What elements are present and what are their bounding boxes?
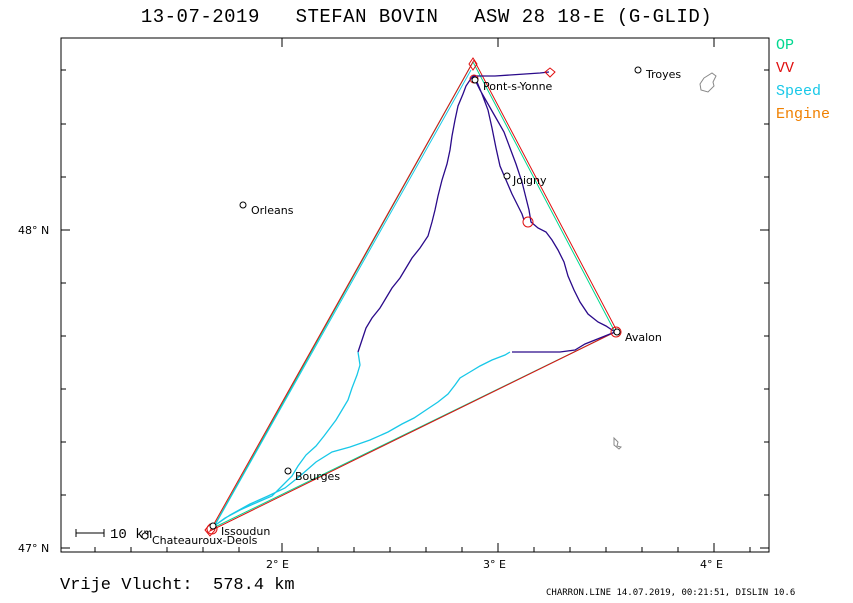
lake-outline bbox=[699, 72, 717, 93]
place-label-avalon: Avalon bbox=[625, 331, 662, 344]
legend-item-vv: VV bbox=[776, 60, 795, 77]
lon-label-3: 3° E bbox=[483, 558, 506, 571]
vv-task-triangle bbox=[208, 58, 618, 533]
map-title: 13-07-2019 STEFAN BOVIN ASW 28 18-E (G-G… bbox=[140, 6, 713, 28]
op-task-triangle bbox=[211, 60, 616, 530]
place-marker-orleans bbox=[239, 201, 247, 209]
speed-leg-line bbox=[213, 69, 472, 528]
lon-label-4: 4° E bbox=[700, 558, 723, 571]
legend: OP VV Speed Engine bbox=[776, 34, 830, 126]
legend-item-speed: Speed bbox=[776, 83, 822, 100]
places-layer: Troyes Pont-s-Yonne Joigny Orleans Avalo… bbox=[141, 66, 681, 547]
place-label-bourges: Bourges bbox=[295, 470, 340, 483]
place-marker-chateauroux bbox=[141, 532, 149, 540]
place-marker-joigny bbox=[503, 172, 511, 180]
scale-bar: 10 km bbox=[75, 527, 152, 543]
lon-label-2: 2° E bbox=[266, 558, 289, 571]
place-marker-avalon bbox=[613, 328, 621, 336]
turnpoint-circle-avalon bbox=[610, 326, 622, 338]
place-label-pont: Pont-s-Yonne bbox=[483, 80, 553, 93]
turnpoint-markers bbox=[204, 57, 622, 537]
legend-item-engine: Engine bbox=[776, 106, 831, 123]
turnpoint-diamond-east bbox=[544, 67, 556, 78]
place-marker-issoudun bbox=[209, 522, 217, 530]
place-label-troyes: Troyes bbox=[645, 68, 681, 81]
turnpoint-circle-joigny-south bbox=[522, 216, 534, 228]
place-label-orleans: Orleans bbox=[251, 204, 294, 217]
place-marker-troyes bbox=[634, 66, 642, 74]
place-label-chateauroux: Chateauroux-Deols bbox=[152, 534, 258, 547]
lat-label-48: 48° N bbox=[18, 224, 49, 237]
turnpoint-diamond-top bbox=[468, 57, 478, 71]
footer-info: CHARRON.LINE 14.07.2019, 00:21:51, DISLI… bbox=[546, 588, 796, 598]
place-marker-bourges bbox=[284, 467, 292, 475]
scale-label: 10 km bbox=[110, 527, 152, 543]
place-marker-pont bbox=[471, 76, 479, 84]
place-label-joigny: Joigny bbox=[512, 174, 547, 187]
flight-track-high bbox=[357, 71, 616, 353]
free-flight-distance: Vrije Vlucht: 578.4 km bbox=[60, 576, 295, 595]
place-label-issoudun: Issoudun bbox=[221, 525, 270, 538]
flight-track-low bbox=[213, 351, 511, 527]
lat-label-47: 47° N bbox=[18, 542, 49, 555]
axis-ticks bbox=[61, 38, 769, 552]
lake-outline-2 bbox=[613, 436, 622, 450]
map-frame bbox=[60, 37, 770, 553]
legend-item-op: OP bbox=[776, 37, 795, 54]
